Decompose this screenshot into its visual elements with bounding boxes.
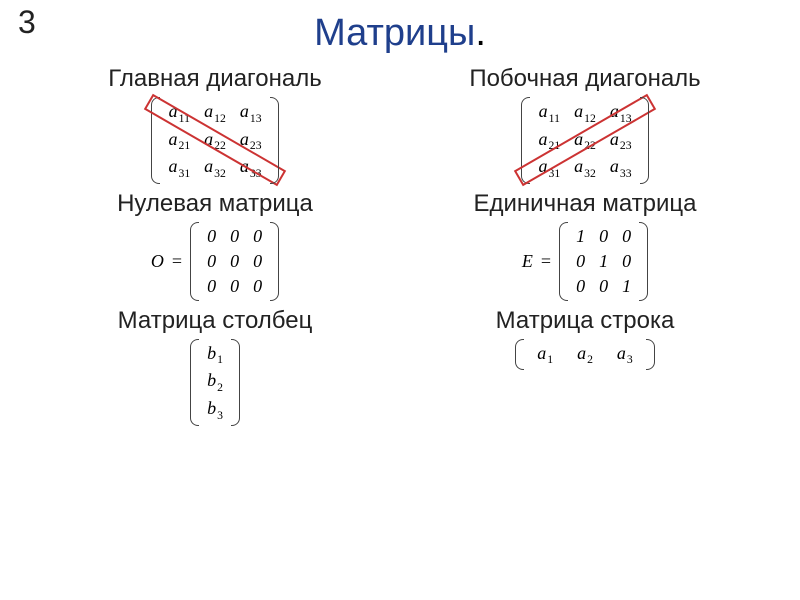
matrix-cell: a13 <box>603 99 639 127</box>
matrix-cell: 0 <box>200 274 223 299</box>
matrix: a11a12a13 a21a22a23 a31a32a33 <box>151 97 278 184</box>
matrix-cell: 1 <box>569 224 592 249</box>
matrix-cell: a32 <box>567 154 603 182</box>
matrix: a1a2a3 <box>515 339 655 371</box>
section-row: Нулевая матрицаO=000000000Единичная матр… <box>30 190 770 301</box>
title-dot: . <box>475 12 486 54</box>
matrix-cell: a12 <box>197 99 233 127</box>
matrix-cell: 1 <box>592 249 615 274</box>
matrix-cell: a31 <box>161 154 197 182</box>
matrix-cell: a2 <box>565 341 605 369</box>
matrix-cell: b3 <box>200 396 230 424</box>
matrix-cell: a1 <box>525 341 565 369</box>
matrix-cell: a31 <box>531 154 567 182</box>
section-label: Единичная матрица <box>415 190 755 218</box>
matrix-cell: 0 <box>615 224 638 249</box>
matrix-cell: a13 <box>233 99 269 127</box>
matrix-cell: 0 <box>223 274 246 299</box>
equals-sign: = <box>170 251 184 272</box>
matrix-cell: a22 <box>567 127 603 155</box>
section-cell: Матрица строка a1a2a3 <box>415 307 755 426</box>
matrix-cell: 0 <box>223 224 246 249</box>
section-label: Нулевая матрица <box>45 190 385 218</box>
matrix: a11a12a13 a21a22a23 a31a32a33 <box>521 97 648 184</box>
title-word: Матрицы <box>314 12 475 54</box>
matrix-cell: b2 <box>200 368 230 396</box>
matrix-cell: 0 <box>592 224 615 249</box>
matrix-cell: 0 <box>200 249 223 274</box>
matrix-cell: 0 <box>569 274 592 299</box>
content-grid: Главная диагональa11a12a13a21a22a23a31a3… <box>0 55 800 432</box>
section-label: Матрица столбец <box>45 307 385 335</box>
matrix-cell: a33 <box>603 154 639 182</box>
section-label: Главная диагональ <box>45 65 385 93</box>
matrix-cell: a11 <box>161 99 197 127</box>
section-label: Матрица строка <box>415 307 755 335</box>
page-title: Матрицы. <box>0 0 800 55</box>
matrix-cell: 0 <box>223 249 246 274</box>
matrix-cell: b1 <box>200 341 230 369</box>
section-label: Побочная диагональ <box>415 65 755 93</box>
matrix: 100010001 <box>559 222 648 301</box>
matrix-cell: 1 <box>615 274 638 299</box>
matrix-cell: a22 <box>197 127 233 155</box>
matrix-cell: 0 <box>246 224 269 249</box>
section-cell: Нулевая матрицаO=000000000 <box>45 190 385 301</box>
page-number: 3 <box>18 4 36 41</box>
matrix-cell: 0 <box>246 274 269 299</box>
math-expression: E=100010001 <box>522 222 648 301</box>
math-expression: O=000000000 <box>151 222 279 301</box>
matrix-cell: a23 <box>233 127 269 155</box>
section-cell: Главная диагональa11a12a13a21a22a23a31a3… <box>45 65 385 184</box>
matrix: 000000000 <box>190 222 279 301</box>
matrix-cell: 0 <box>615 249 638 274</box>
math-expression: a11a12a13 a21a22a23 a31a32a33 <box>151 97 278 184</box>
matrix-lead-symbol: E <box>522 251 533 272</box>
matrix-cell: a11 <box>531 99 567 127</box>
matrix-cell: a32 <box>197 154 233 182</box>
math-expression: b1b2b3 <box>190 339 240 426</box>
matrix-lead-symbol: O <box>151 251 164 272</box>
matrix-cell: a33 <box>233 154 269 182</box>
matrix-cell: 0 <box>200 224 223 249</box>
matrix-cell: a3 <box>605 341 645 369</box>
section-cell: Матрица столбец b1b2b3 <box>45 307 385 426</box>
section-row: Главная диагональa11a12a13a21a22a23a31a3… <box>30 65 770 184</box>
matrix-cell: 0 <box>569 249 592 274</box>
section-cell: Побочная диагональa11a12a13a21a22a23a31a… <box>415 65 755 184</box>
section-row: Матрица столбец b1b2b3 Матрица строка a1a2a… <box>30 307 770 426</box>
math-expression: a11a12a13 a21a22a23 a31a32a33 <box>521 97 648 184</box>
matrix-cell: a23 <box>603 127 639 155</box>
matrix-cell: a12 <box>567 99 603 127</box>
equals-sign: = <box>539 251 553 272</box>
matrix: b1b2b3 <box>190 339 240 426</box>
matrix-cell: 0 <box>246 249 269 274</box>
matrix-cell: a21 <box>531 127 567 155</box>
matrix-cell: 0 <box>592 274 615 299</box>
section-cell: Единичная матрицаE=100010001 <box>415 190 755 301</box>
matrix-cell: a21 <box>161 127 197 155</box>
math-expression: a1a2a3 <box>515 339 655 371</box>
